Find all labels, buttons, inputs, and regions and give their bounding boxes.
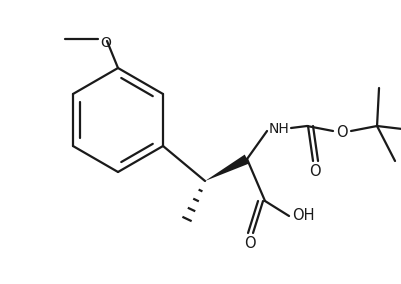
Text: O: O <box>244 235 255 250</box>
Text: OH: OH <box>291 208 314 224</box>
Text: NH: NH <box>268 122 289 136</box>
Text: O: O <box>100 36 111 50</box>
Text: O: O <box>308 164 320 179</box>
Text: O: O <box>335 124 347 139</box>
Polygon shape <box>205 154 249 181</box>
